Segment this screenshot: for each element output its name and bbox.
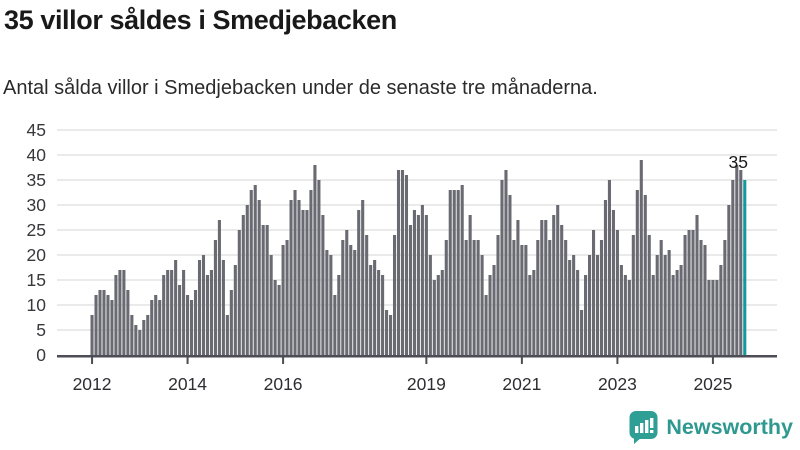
svg-text:30: 30 [27, 195, 47, 215]
svg-text:10: 10 [27, 295, 47, 315]
svg-text:35: 35 [27, 170, 46, 190]
svg-text:15: 15 [27, 270, 46, 290]
newsworthy-logo: Newsworthy [628, 410, 793, 444]
newsworthy-wordmark: Newsworthy [666, 414, 793, 439]
svg-text:2016: 2016 [264, 374, 303, 394]
svg-text:2021: 2021 [502, 374, 541, 394]
svg-text:0: 0 [36, 345, 46, 365]
svg-text:40: 40 [27, 145, 47, 165]
svg-text:2014: 2014 [168, 374, 207, 394]
svg-text:2025: 2025 [693, 374, 732, 394]
page-subtitle: Antal sålda villor i Smedjebacken under … [3, 77, 598, 99]
svg-text:2019: 2019 [407, 374, 446, 394]
newsworthy-bubble-icon [629, 411, 658, 444]
svg-text:45: 45 [27, 120, 46, 140]
page-title: 35 villor såldes i Smedjebacken [4, 5, 397, 35]
svg-text:5: 5 [36, 320, 46, 340]
highlight-value-label: 35 [728, 152, 747, 172]
svg-text:2012: 2012 [73, 374, 112, 394]
svg-text:25: 25 [27, 220, 46, 240]
svg-text:2023: 2023 [598, 374, 637, 394]
svg-text:20: 20 [27, 245, 47, 265]
